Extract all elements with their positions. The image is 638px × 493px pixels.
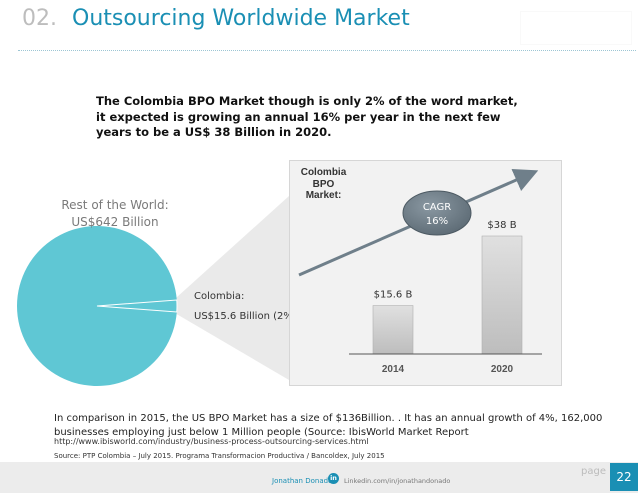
pie-slice-colombia — [96, 299, 178, 313]
pie-callout-wedge — [174, 196, 289, 380]
cagr-badge — [402, 190, 472, 236]
title-divider — [18, 50, 636, 51]
footer-bar — [0, 462, 638, 493]
pie-label-rest-of-world: Rest of the World: US$642 Billion — [40, 197, 190, 231]
footer-linkedin-link[interactable]: Linkedin.com/in/jonathandonado — [344, 477, 451, 485]
source-note: Source: PTP Colombia – July 2015. Progra… — [54, 452, 385, 460]
pie-label-colombia: Colombia: US$15.6 Billion (2%) — [194, 287, 297, 327]
pie-label-rest-value: US$642 Billion — [71, 215, 159, 229]
bar-chart-title-line: BPO — [312, 178, 335, 190]
page-label: page — [581, 466, 606, 477]
cagr-value: 16% — [426, 216, 448, 227]
source-url[interactable]: http://www.ibisworld.com/industry/busine… — [54, 437, 369, 446]
linkedin-icon[interactable]: in — [328, 473, 339, 484]
pie-label-colombia-value: US$15.6 Billion (2%) — [194, 311, 297, 322]
bar-value-label: $38 B — [487, 220, 516, 231]
page-title: Outsourcing Worldwide Market — [72, 6, 410, 31]
pie-slice-rest-of-world — [17, 226, 177, 386]
bar-2020 — [481, 235, 523, 355]
bar-chart-title-line: Market: — [305, 190, 342, 201]
bar-chart-title: Colombia BPO Market: — [296, 167, 351, 202]
pie-label-colombia-title: Colombia: — [194, 291, 245, 302]
page-number: 22 — [610, 463, 638, 491]
bar-category-label: 2020 — [491, 364, 514, 375]
bar-value-label: $15.6 B — [374, 290, 413, 301]
bar-category-label: 2014 — [382, 364, 405, 375]
footer-author: Jonathan Donado — [272, 477, 333, 485]
bar-chart-title-line: Colombia — [300, 167, 347, 178]
intro-text: The Colombia BPO Market though is only 2… — [96, 94, 518, 139]
bar-2014 — [372, 305, 414, 355]
section-number: 02. — [22, 6, 57, 31]
bar-chart: $15.6 B 2014 $38 B 2020 CAGR 16% — [298, 169, 542, 375]
pie-label-rest-title: Rest of the World: — [61, 198, 169, 212]
comparison-text: In comparison in 2015, the US BPO Market… — [54, 413, 603, 438]
header-decoration — [520, 11, 632, 45]
cagr-label: CAGR — [423, 202, 451, 213]
